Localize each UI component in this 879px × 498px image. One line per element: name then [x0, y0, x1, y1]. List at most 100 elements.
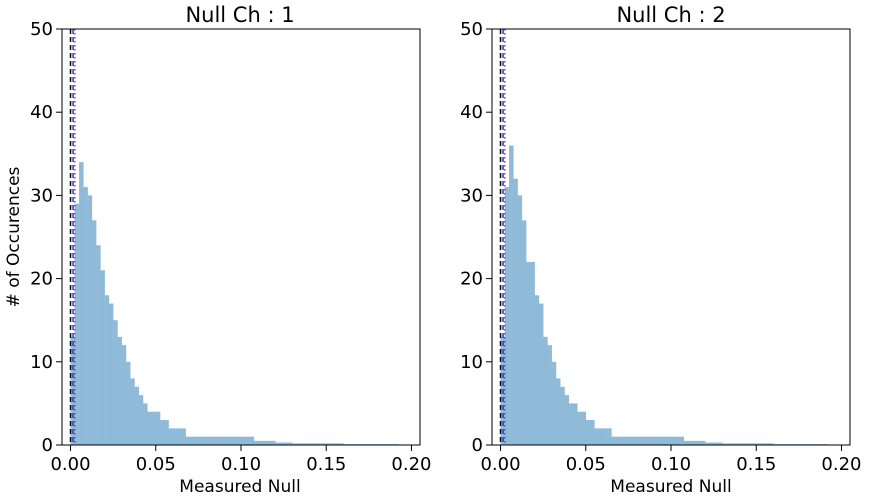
y-tick-label: 0 — [42, 435, 53, 456]
y-tick-label: 20 — [460, 269, 483, 290]
y-tick-label: 40 — [30, 102, 53, 123]
histogram-bar — [526, 261, 531, 445]
histogram-bar — [275, 442, 280, 445]
histogram-bar — [121, 345, 127, 445]
histogram-bar — [211, 436, 216, 445]
histogram-bar — [683, 440, 689, 445]
histogram-bar — [79, 162, 84, 445]
histogram-bar — [270, 440, 276, 445]
histogram-bar — [547, 345, 552, 445]
histogram-bar — [717, 442, 723, 445]
histogram-bar — [130, 378, 135, 445]
y-tick-label: 50 — [30, 19, 53, 40]
histogram-bar — [653, 436, 659, 445]
x-axis-label: Measured Null — [610, 477, 731, 497]
x-tick-label: 0.05 — [566, 454, 606, 475]
y-tick-label: 40 — [460, 102, 483, 123]
histogram-bar — [534, 295, 540, 445]
histogram-bar — [645, 436, 650, 445]
histogram-bar — [142, 403, 148, 445]
histogram-bar — [551, 361, 557, 445]
histogram-bar — [292, 443, 301, 445]
histogram-bar — [696, 440, 702, 445]
chart-panel-ch1: Null Ch : 1 0 10 20 30 40 50 0.00 0.05 0.10 0.15… — [4, 3, 432, 497]
histogram-bar — [530, 261, 535, 445]
y-axis-ticks: 0 10 20 30 40 50 — [460, 19, 492, 456]
chart-title: Null Ch : 1 — [185, 3, 294, 27]
histogram-bar — [602, 428, 608, 445]
histogram-bar — [713, 442, 719, 445]
histogram-bar — [206, 436, 212, 445]
histogram-bar — [185, 436, 191, 445]
histogram-bar — [517, 195, 523, 445]
histogram-bar — [619, 436, 625, 445]
reference-lines — [499, 29, 506, 445]
histogram-bar — [287, 442, 293, 445]
x-tick-label: 0.15 — [736, 454, 776, 475]
histogram-bar — [194, 436, 199, 445]
x-axis-ticks: 0.00 0.05 0.10 0.15 0.20 — [50, 445, 432, 475]
histogram-bar — [666, 436, 672, 445]
x-tick-label: 0.20 — [391, 454, 431, 475]
histogram-bar — [147, 411, 152, 445]
y-tick-label: 0 — [472, 435, 483, 456]
histogram-bar — [675, 436, 680, 445]
histogram-bar — [253, 440, 259, 445]
histogram-bar — [692, 440, 697, 445]
histogram-bar — [125, 361, 131, 445]
histogram-bars — [500, 145, 829, 446]
histogram-bar — [104, 295, 110, 445]
histogram-bar — [177, 428, 182, 445]
histogram-bar — [611, 436, 616, 445]
y-axis-label: # of Occurences — [4, 166, 24, 307]
reference-lines — [69, 29, 76, 445]
histogram-bar — [189, 436, 195, 445]
histogram-bar — [641, 436, 646, 445]
histogram-bar — [504, 187, 510, 445]
histogram-bar — [241, 436, 246, 445]
histogram-bar — [117, 336, 122, 445]
histogram-bar — [722, 443, 731, 445]
histogram-bar — [509, 145, 514, 446]
histogram-bar — [662, 436, 668, 445]
histogram-bar — [555, 378, 561, 445]
histogram-bar — [594, 428, 599, 445]
histogram-bar — [262, 440, 267, 445]
histogram-bar — [317, 443, 327, 445]
histogram-bar — [134, 386, 140, 445]
histogram-bar — [538, 303, 544, 445]
y-tick-label: 50 — [460, 19, 483, 40]
histogram-bar — [658, 436, 663, 445]
histogram-bar — [628, 436, 633, 445]
histogram-bar — [739, 443, 749, 445]
histogram-bar — [572, 403, 578, 445]
histogram-bar — [756, 443, 774, 445]
histogram-bar — [249, 436, 255, 445]
histogram-bar — [636, 436, 642, 445]
histogram-bar — [543, 336, 548, 445]
histogram-bar — [155, 411, 161, 445]
x-tick-label: 0.20 — [821, 454, 861, 475]
histogram-bar — [568, 403, 574, 445]
histogram-bar — [581, 411, 587, 445]
histogram-bar — [700, 440, 706, 445]
histogram-bar — [160, 420, 165, 445]
histogram-bar — [705, 442, 710, 445]
histogram-bar — [258, 440, 263, 445]
histogram-bar — [688, 440, 693, 445]
histogram-bar — [283, 442, 289, 445]
histogram-bar — [168, 428, 174, 445]
x-axis-ticks: 0.00 0.05 0.10 0.15 0.20 — [480, 445, 862, 475]
y-axis-ticks: 0 10 20 30 40 50 — [30, 19, 62, 456]
histogram-bar — [228, 436, 233, 445]
histogram-bar — [564, 395, 570, 445]
histogram-bar — [671, 436, 676, 445]
histogram-bar — [223, 436, 229, 445]
histogram-bar — [91, 220, 97, 445]
histogram-bar — [326, 443, 344, 445]
histogram-bar — [236, 436, 242, 445]
chart-title: Null Ch : 2 — [616, 3, 725, 27]
histogram-bar — [266, 440, 272, 445]
histogram-bar — [624, 436, 629, 445]
histogram-bar — [632, 436, 638, 445]
